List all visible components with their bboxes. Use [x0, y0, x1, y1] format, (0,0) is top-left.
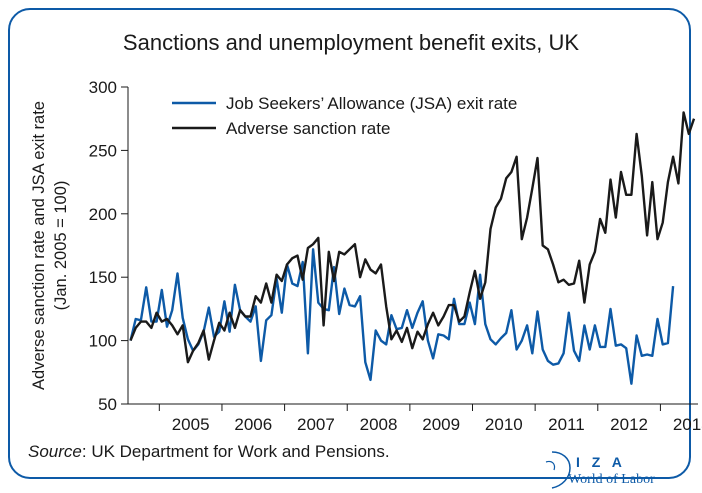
logo-wol-text: World of Labor	[568, 472, 655, 487]
x-tick-label: 2010	[485, 415, 523, 434]
legend: Job Seekers’ Allowance (JSA) exit rate Ad…	[172, 94, 517, 138]
x-tick-label: 2007	[297, 415, 335, 434]
legend-label-sanction: Adverse sanction rate	[226, 119, 390, 138]
y-axis-label-line1: Adverse sanction rate and JSA exit rate	[30, 101, 48, 390]
legend-label-jsa: Job Seekers’ Allowance (JSA) exit rate	[226, 94, 517, 113]
x-tick-label: 2013	[673, 415, 702, 434]
y-tick-label: 50	[98, 395, 117, 414]
x-tick-label: 2008	[360, 415, 398, 434]
sanction-rate-line	[129, 111, 696, 364]
y-tick-label: 150	[89, 268, 117, 287]
x-tick-label: 2009	[422, 415, 460, 434]
x-tick-label: 2006	[234, 415, 272, 434]
chart-title: Sanctions and unemployment benefit exits…	[122, 30, 580, 55]
y-tick-label: 300	[89, 78, 117, 97]
iza-logo: I Z A World of Labor	[540, 448, 700, 493]
y-tick-label: 100	[89, 332, 117, 351]
source-text: : UK Department for Work and Pensions.	[81, 442, 390, 461]
y-axis-label: Adverse sanction rate and JSA exit rate(…	[30, 101, 70, 390]
x-tick-label: 2012	[610, 415, 648, 434]
y-tick-label: 250	[89, 141, 117, 160]
y-tick-label: 200	[89, 205, 117, 224]
logo-mark-icon	[545, 451, 571, 489]
x-tick-label: 2011	[548, 415, 585, 434]
jsa-exit-rate-line	[129, 248, 675, 385]
chart-frame	[8, 8, 691, 479]
source-label: Source	[28, 442, 82, 461]
logo-iza-text: I Z A	[576, 454, 626, 470]
x-tick-label: 2005	[172, 415, 210, 434]
series-lines	[129, 111, 696, 385]
y-axis-label-line2: (Jan. 2005 = 100)	[52, 181, 70, 311]
axes: 50 100 150 200 250 300 2005 2006 2007 2008 2009 201…	[89, 78, 702, 434]
source-note: Source: UK Department for Work and Pensi…	[28, 442, 390, 462]
